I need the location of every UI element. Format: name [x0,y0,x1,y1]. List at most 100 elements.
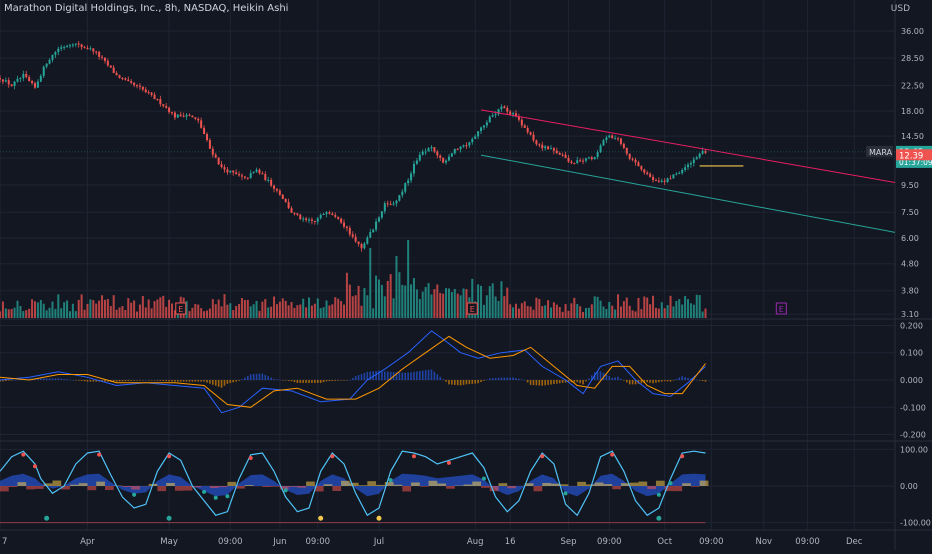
volume-bar [492,283,494,318]
macd-histogram-bar [434,372,436,380]
volume-bar [506,288,508,318]
candle-body [535,140,537,144]
volume-bar [363,288,365,318]
macd-histogram-bar [617,377,619,380]
candle-body [448,157,450,161]
candle-body [183,116,185,117]
earnings-marker-label: E [470,305,475,314]
volume-bar [293,308,295,318]
volume-bar [127,298,129,318]
macd-histogram-bar [72,380,74,381]
volume-bar [302,299,304,318]
candle-body [279,191,281,195]
candle-body [605,137,607,140]
macd-histogram-bar [705,380,707,382]
candle-body [188,115,190,116]
candle-body [439,156,441,158]
macd-histogram-bar [40,378,42,380]
candle-body [11,84,13,86]
candle-body [16,79,18,82]
macd-histogram-bar [14,380,16,381]
volume-bar [635,311,637,318]
macd-histogram-bar [66,379,68,380]
macd-histogram-bar [119,380,121,381]
candle-body [465,145,467,146]
macd-histogram-bar [536,380,538,385]
volume-bar [608,302,610,318]
volume-bar [530,307,532,318]
candle-body [139,86,141,87]
volume-bar [591,304,593,318]
candle-body [28,77,30,81]
candle-body [451,153,453,156]
macd-histogram-bar [469,380,471,384]
macd-histogram-bar [288,380,290,381]
volume-bar [547,300,549,318]
macd-histogram-bar [308,380,310,383]
candle-body [675,174,677,175]
oscillator-signal-dot [214,496,218,500]
candle-body [121,78,123,79]
candle-body [428,148,430,151]
volume-bar [49,308,51,318]
volume-bar [171,304,173,318]
volume-bar [250,306,252,318]
volume-bar [104,300,106,318]
candle-body [165,106,167,108]
volume-bar [565,304,567,318]
candle-body [477,131,479,136]
volume-bar [5,308,7,318]
candle-body [293,213,295,214]
volume-bar [159,297,161,318]
candle-body [655,180,657,181]
macd-histogram-bar [611,378,613,380]
volume-bar [145,307,147,318]
candle-body [191,116,193,118]
candle-body [148,92,150,93]
candle-body [474,136,476,139]
oscillator-wave-bar [271,486,280,487]
volume-bar [206,310,208,318]
volume-bar [649,304,651,318]
candle-body [372,230,374,232]
volume-bar [212,299,214,318]
oscillator-wave-bar [394,485,403,486]
oscillator-wave-bar [638,482,647,486]
candle-body [31,81,33,83]
volume-bar [121,306,123,318]
volume-bar [524,301,526,318]
macd-histogram-bar [259,374,261,380]
volume-bar [34,301,36,318]
volume-bar [291,302,293,318]
macd-histogram-bar [267,376,269,380]
volume-bar [148,299,150,318]
macd-histogram-bar [90,380,92,382]
macd-histogram-bar [512,378,514,380]
candle-body [559,153,561,155]
volume-bar [95,304,97,318]
candle-body [60,47,62,48]
candle-body [107,61,109,66]
candle-body [375,222,377,230]
candle-body [565,155,567,158]
oscillator-wave-bar [420,486,429,487]
candle-body [250,173,252,178]
candle-body [174,113,176,118]
macd-histogram-bar [148,380,150,381]
time-tick-label: 7 [2,537,7,547]
volume-bar [57,294,59,318]
oscillator-wave-bar [297,486,306,488]
volume-bar [617,294,619,318]
volume-bar [433,289,435,318]
volume-bar [46,310,48,318]
candle-body [34,83,36,88]
volume-bar [372,308,374,318]
price-tick-label: 14.50 [901,132,924,141]
macd-histogram-bar [273,379,275,380]
macd-histogram-bar [69,380,71,381]
macd-histogram-bar [177,380,179,382]
macd-histogram-bar [381,371,383,380]
volume-bar [0,311,1,318]
